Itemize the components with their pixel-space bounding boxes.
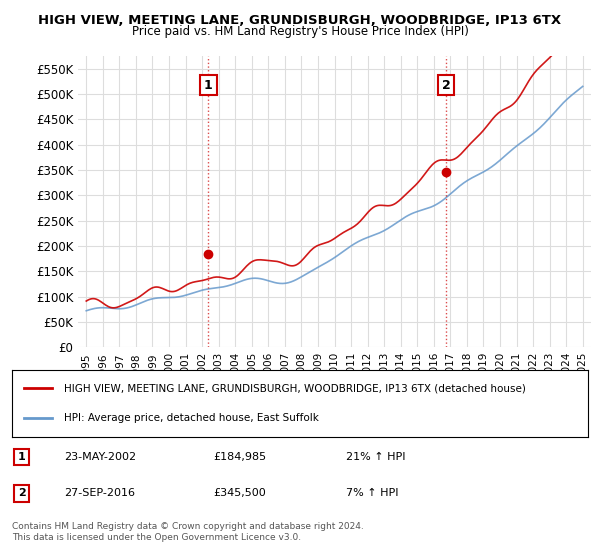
Text: 1: 1 bbox=[204, 78, 213, 92]
Text: HIGH VIEW, MEETING LANE, GRUNDISBURGH, WOODBRIDGE, IP13 6TX (detached house): HIGH VIEW, MEETING LANE, GRUNDISBURGH, W… bbox=[64, 384, 526, 394]
Text: 21% ↑ HPI: 21% ↑ HPI bbox=[346, 452, 406, 462]
Text: 23-MAY-2002: 23-MAY-2002 bbox=[64, 452, 136, 462]
Text: 2: 2 bbox=[442, 78, 451, 92]
Text: This data is licensed under the Open Government Licence v3.0.: This data is licensed under the Open Gov… bbox=[12, 533, 301, 543]
Text: 27-SEP-2016: 27-SEP-2016 bbox=[64, 488, 135, 498]
Text: HPI: Average price, detached house, East Suffolk: HPI: Average price, detached house, East… bbox=[64, 413, 319, 423]
Text: HIGH VIEW, MEETING LANE, GRUNDISBURGH, WOODBRIDGE, IP13 6TX: HIGH VIEW, MEETING LANE, GRUNDISBURGH, W… bbox=[38, 14, 562, 27]
Text: Contains HM Land Registry data © Crown copyright and database right 2024.: Contains HM Land Registry data © Crown c… bbox=[12, 522, 364, 531]
Text: 2: 2 bbox=[18, 488, 26, 498]
Text: 1: 1 bbox=[18, 452, 26, 462]
Text: 7% ↑ HPI: 7% ↑ HPI bbox=[346, 488, 398, 498]
Text: £345,500: £345,500 bbox=[214, 488, 266, 498]
Text: £184,985: £184,985 bbox=[214, 452, 267, 462]
Text: Price paid vs. HM Land Registry's House Price Index (HPI): Price paid vs. HM Land Registry's House … bbox=[131, 25, 469, 38]
